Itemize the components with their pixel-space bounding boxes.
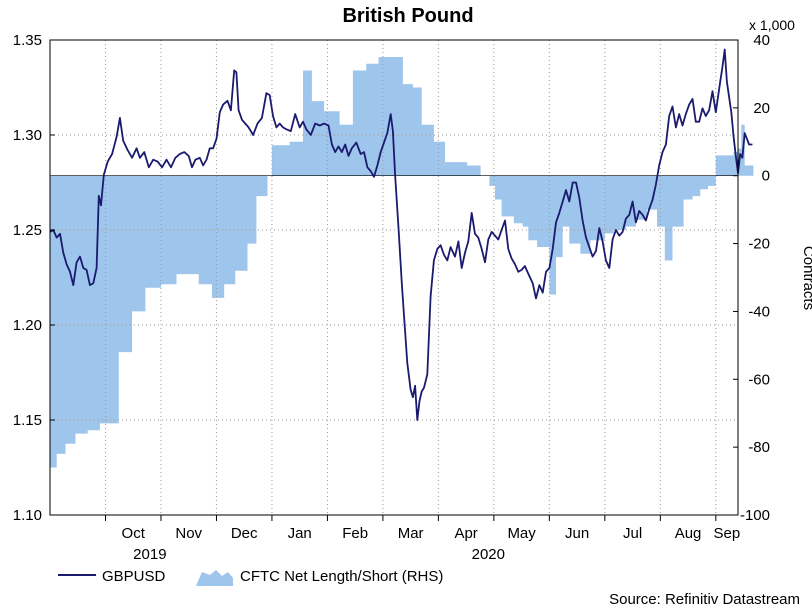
x-tick-label: Mar: [398, 525, 424, 542]
plot-frame: [49, 39, 739, 516]
x-tick-label: Jul: [623, 525, 642, 542]
x-tick-label: May: [507, 525, 536, 542]
right-tick-label: 40: [753, 32, 770, 49]
x-tick-label: Apr: [454, 525, 477, 542]
x-tick-label: Feb: [342, 525, 368, 542]
left-tick-label: 1.30: [13, 127, 42, 144]
legend-area-swatch: [196, 570, 233, 586]
gbpusd-line: [49, 48, 753, 421]
left-tick-label: 1.35: [13, 32, 42, 49]
right-tick-label: -20: [748, 236, 770, 253]
legend-label-cftc: CFTC Net Length/Short (RHS): [240, 568, 443, 585]
chart-title: British Pound: [342, 5, 473, 27]
right-axis-unit: x 1,000: [749, 17, 795, 33]
right-axis-title: Contracts: [800, 246, 812, 310]
legend: GBPUSD CFTC Net Length/Short (RHS): [58, 568, 443, 586]
x-tick-label: Jan: [288, 525, 312, 542]
x-tick-label: Dec: [231, 525, 258, 542]
year-label: 2019: [133, 546, 166, 563]
axis-layer: 1.10 1.15 1.20 1.25 1.30 1.35 -100 -80 -60 -40 -20…: [13, 32, 770, 563]
left-tick-label: 1.20: [13, 317, 42, 334]
x-tick-label: Sep: [714, 525, 741, 542]
right-tick-label: -60: [748, 371, 770, 388]
cftc-area: [50, 57, 754, 468]
x-tick-label: Oct: [122, 525, 146, 542]
legend-label-gbpusd: GBPUSD: [102, 568, 166, 585]
right-tick-label: -80: [748, 439, 770, 456]
year-label: 2020: [472, 546, 505, 563]
source-note: Source: Refinitiv Datastream: [609, 591, 800, 607]
grid-layer: [50, 40, 738, 515]
right-tick-label: 0: [762, 168, 770, 185]
left-tick-label: 1.10: [13, 507, 42, 524]
x-tick-label: Jun: [565, 525, 589, 542]
right-tick-label: -40: [748, 303, 770, 320]
gbpusd-line-layer: [49, 48, 753, 421]
left-tick-label: 1.25: [13, 222, 42, 239]
left-tick-label: 1.15: [13, 412, 42, 429]
x-tick-label: Nov: [175, 525, 202, 542]
right-tick-label: 20: [753, 100, 770, 117]
x-tick-label: Aug: [675, 525, 702, 542]
cftc-area-layer: [50, 57, 754, 468]
right-tick-label: -100: [740, 507, 770, 524]
